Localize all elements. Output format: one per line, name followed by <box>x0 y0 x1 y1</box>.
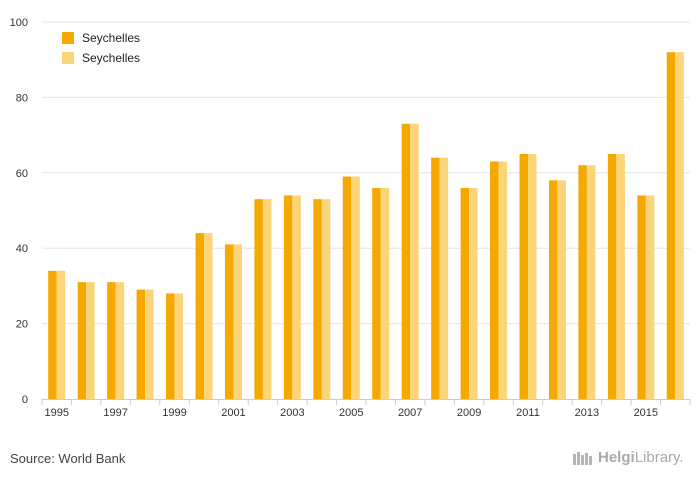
bar-2015-series-2[interactable] <box>645 195 655 399</box>
x-tick-label: 2011 <box>516 407 540 419</box>
bar-1999-series-2[interactable] <box>174 293 184 399</box>
bar-2012-series-1[interactable] <box>548 180 558 399</box>
legend-item-series-2[interactable]: Seychelles <box>62 48 140 68</box>
y-axis-labels: 0 20 40 60 80 100 <box>10 17 28 406</box>
bar-1997-series-1[interactable] <box>107 282 116 399</box>
y-tick-label: 0 <box>22 394 28 406</box>
x-tick-label: 2007 <box>398 407 422 419</box>
legend-swatch-series-1 <box>62 32 74 44</box>
x-tick-label: 2015 <box>634 407 658 419</box>
bar-1998-series-2[interactable] <box>145 289 154 399</box>
x-tick-label: 1995 <box>44 407 68 419</box>
bar-2004-series-2[interactable] <box>321 199 331 399</box>
bar-1995-series-1[interactable] <box>48 270 57 399</box>
bar-2004-series-1[interactable] <box>313 199 322 399</box>
bar-2007-series-1[interactable] <box>401 123 411 399</box>
bar-2011-series-1[interactable] <box>519 153 529 399</box>
legend-label-series-2: Seychelles <box>82 51 141 65</box>
bar-2000-series-1[interactable] <box>195 233 205 399</box>
bar-2010-series-1[interactable] <box>490 161 499 399</box>
legend-label-series-1: Seychelles <box>82 31 141 45</box>
bar-2007-series-2[interactable] <box>410 123 419 399</box>
bar-2008-series-1[interactable] <box>431 157 440 399</box>
legend: Seychelles Seychelles <box>62 28 140 68</box>
y-tick-label: 20 <box>16 319 28 331</box>
y-tick-label: 80 <box>16 92 28 104</box>
bar-2009-series-1[interactable] <box>460 187 470 399</box>
bar-2015-series-1[interactable] <box>637 195 646 399</box>
bar-2011-series-2[interactable] <box>528 153 537 399</box>
bar-1996-series-2[interactable] <box>86 282 95 399</box>
x-tick-label: 2005 <box>339 407 363 419</box>
bar-2002-series-2[interactable] <box>262 199 272 399</box>
bars <box>48 52 684 399</box>
bar-2009-series-2[interactable] <box>469 187 478 399</box>
x-tick-label: 2003 <box>280 407 304 419</box>
brand-name-strong: Helgi <box>598 449 635 466</box>
x-tick-label: 2013 <box>575 407 599 419</box>
bar-2006-series-2[interactable] <box>380 187 390 399</box>
bar-2002-series-1[interactable] <box>254 199 263 399</box>
bar-2010-series-2[interactable] <box>498 161 508 399</box>
bar-2014-series-2[interactable] <box>616 153 625 399</box>
bar-2013-series-1[interactable] <box>578 165 587 399</box>
bar-2013-series-2[interactable] <box>586 165 596 399</box>
x-tick-label: 2009 <box>457 407 481 419</box>
library-logo-icon <box>573 451 592 465</box>
bar-2014-series-1[interactable] <box>607 153 617 399</box>
brand-name-rest: Library. <box>634 449 684 466</box>
bar-1995-series-2[interactable] <box>56 270 66 399</box>
bar-2001-series-2[interactable] <box>233 244 242 399</box>
bar-2001-series-1[interactable] <box>224 244 234 399</box>
bar-2016-series-2[interactable] <box>675 52 684 399</box>
y-tick-label: 40 <box>16 243 28 255</box>
y-tick-label: 60 <box>16 168 28 180</box>
bar-2005-series-2[interactable] <box>351 176 360 399</box>
x-tick-label: 1999 <box>162 407 186 419</box>
bar-1998-series-1[interactable] <box>136 289 146 399</box>
bar-2003-series-1[interactable] <box>283 195 293 399</box>
x-axis: 1995 1997 1999 2001 2003 2005 2007 2009 2011 2013… <box>41 399 691 419</box>
bar-2006-series-1[interactable] <box>372 187 381 399</box>
bar-2000-series-2[interactable] <box>204 233 213 399</box>
legend-item-series-1[interactable]: Seychelles <box>62 28 140 48</box>
bar-2012-series-2[interactable] <box>557 180 566 399</box>
bar-2005-series-1[interactable] <box>342 176 352 399</box>
brand-logo[interactable]: Helgi Library. <box>572 449 684 466</box>
legend-swatch-series-2 <box>62 52 74 64</box>
x-tick-label: 2001 <box>221 407 245 419</box>
bar-1996-series-1[interactable] <box>77 282 87 399</box>
x-tick-label: 1997 <box>103 407 127 419</box>
bar-1999-series-1[interactable] <box>166 293 175 399</box>
bar-2008-series-2[interactable] <box>439 157 449 399</box>
bar-2016-series-1[interactable] <box>666 52 676 399</box>
source-note: Source: World Bank <box>10 451 126 466</box>
bar-2003-series-2[interactable] <box>292 195 301 399</box>
bar-1997-series-2[interactable] <box>115 282 125 399</box>
y-tick-label: 100 <box>10 17 28 29</box>
